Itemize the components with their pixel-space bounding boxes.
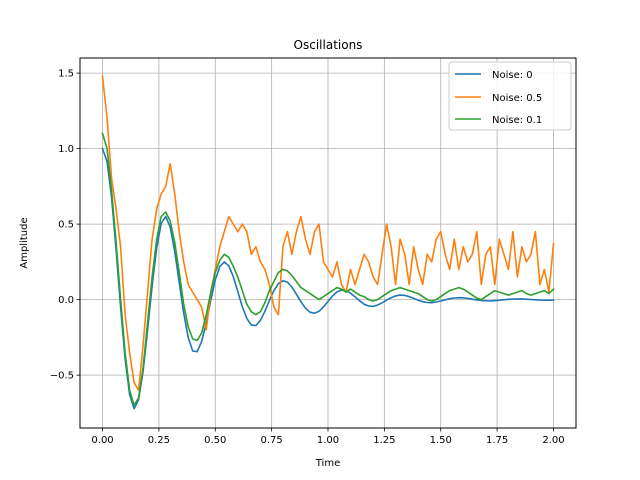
legend-label-noise-0-5: Noise: 0.5 [492, 93, 542, 104]
series-lines [101, 75, 555, 410]
x-axis-label: Time [315, 458, 340, 469]
y-axis-label: Amplitude [19, 217, 30, 268]
legend-label-noise-0-1: Noise: 0.1 [492, 115, 542, 126]
series-line-noise-0-1 [101, 132, 555, 407]
y-tick-label: 0.5 [58, 220, 74, 231]
y-tick-label: 0.0 [58, 295, 74, 306]
y-tick-label: 1.0 [58, 144, 74, 155]
x-tick-label: 1.75 [486, 435, 508, 446]
y-tick-label: −0.5 [50, 371, 74, 382]
x-tick-label: 0.25 [148, 435, 170, 446]
legend-label-noise-0: Noise: 0 [492, 70, 533, 81]
x-tick-label: 0.75 [261, 435, 283, 446]
y-tick-label: 1.5 [58, 69, 74, 80]
y-axis-ticks: −0.5 0.0 0.5 1.0 1.5 [50, 69, 80, 382]
x-tick-label: 0.00 [91, 435, 113, 446]
x-tick-label: 1.50 [430, 435, 452, 446]
x-tick-label: 0.50 [204, 435, 226, 446]
legend-box [448, 61, 572, 131]
chart-title: Oscillations [294, 38, 363, 52]
series-line-noise-0-5 [101, 75, 555, 392]
x-axis-ticks: 0.00 0.25 0.50 0.75 1.00 1.25 1.50 1.75 2.00 [91, 428, 565, 446]
series-line-noise-0 [101, 147, 555, 410]
x-tick-label: 2.00 [542, 435, 564, 446]
x-tick-label: 1.25 [373, 435, 395, 446]
x-tick-label: 1.00 [317, 435, 339, 446]
legend: Noise: 0 Noise: 0.5 Noise: 0.1 [448, 61, 572, 131]
